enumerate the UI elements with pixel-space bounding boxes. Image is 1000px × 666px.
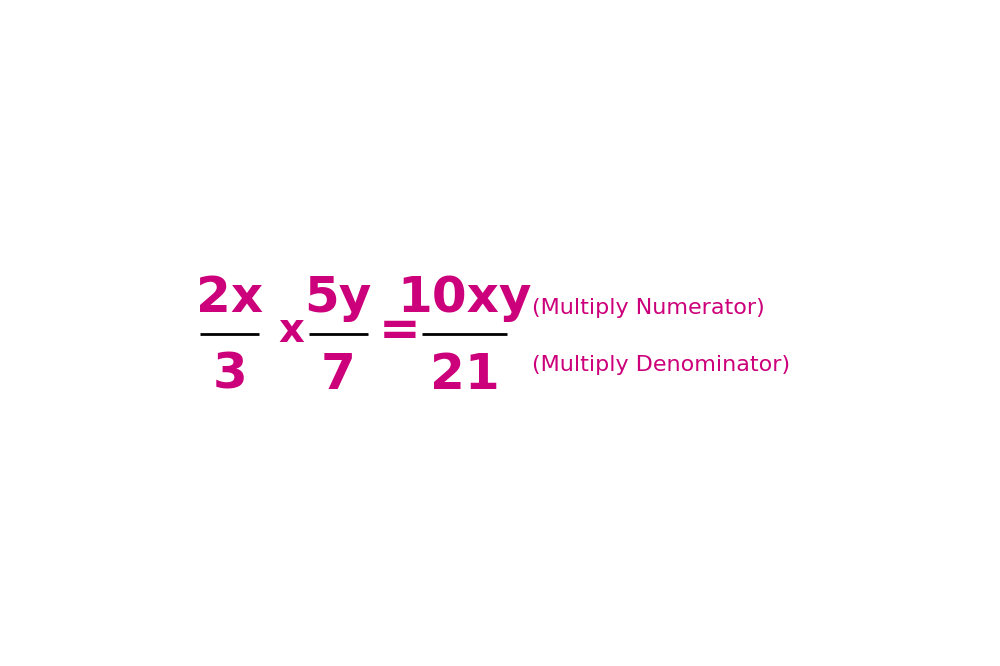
Text: 21: 21 (430, 351, 499, 399)
Text: 7: 7 (321, 351, 356, 399)
Text: x: x (279, 310, 304, 350)
Text: (Multiply Denominator): (Multiply Denominator) (532, 354, 790, 374)
Text: 3: 3 (212, 351, 247, 399)
Text: 10xy: 10xy (397, 274, 532, 322)
Text: (Multiply Numerator): (Multiply Numerator) (532, 298, 765, 318)
Text: 2x: 2x (196, 274, 263, 322)
Text: =: = (379, 306, 421, 354)
Text: 5y: 5y (304, 274, 372, 322)
